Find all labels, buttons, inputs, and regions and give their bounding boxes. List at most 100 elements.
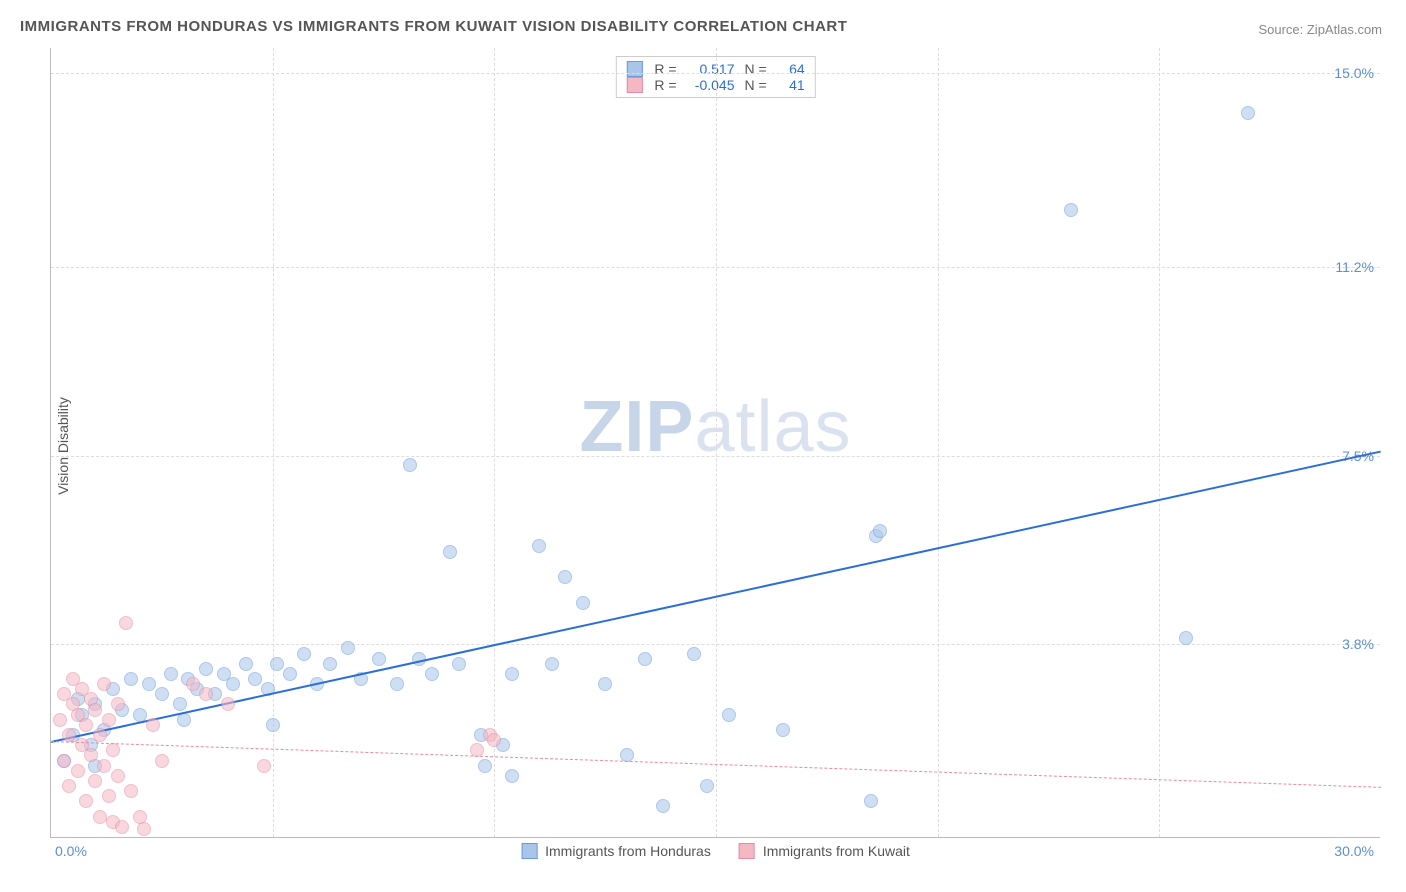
data-point <box>487 733 501 747</box>
n-value: 64 <box>777 61 805 77</box>
data-point <box>248 672 262 686</box>
data-point <box>119 616 133 630</box>
data-point <box>93 810 107 824</box>
data-point <box>102 713 116 727</box>
data-point <box>638 652 652 666</box>
data-point <box>173 697 187 711</box>
r-label: R = <box>654 61 676 77</box>
data-point <box>239 657 253 671</box>
data-point <box>257 759 271 773</box>
series-legend: Immigrants from Honduras Immigrants from … <box>521 843 910 859</box>
legend-item: Immigrants from Kuwait <box>739 843 910 859</box>
data-point <box>270 657 284 671</box>
data-point <box>62 728 76 742</box>
data-point <box>124 672 138 686</box>
data-point <box>425 667 439 681</box>
r-label: R = <box>654 77 676 93</box>
n-value: 41 <box>777 77 805 93</box>
data-point <box>1064 203 1078 217</box>
n-label: N = <box>745 61 767 77</box>
x-tick-max: 30.0% <box>1334 843 1374 859</box>
data-point <box>97 677 111 691</box>
data-point <box>443 545 457 559</box>
gridline-vertical <box>938 48 939 837</box>
legend-label: Immigrants from Kuwait <box>763 843 910 859</box>
data-point <box>93 728 107 742</box>
data-point <box>558 570 572 584</box>
gridline-vertical <box>1159 48 1160 837</box>
x-tick-min: 0.0% <box>55 843 87 859</box>
legend-label: Immigrants from Honduras <box>545 843 711 859</box>
data-point <box>106 743 120 757</box>
data-point <box>79 794 93 808</box>
data-point <box>598 677 612 691</box>
data-point <box>505 769 519 783</box>
data-point <box>53 713 67 727</box>
data-point <box>390 677 404 691</box>
data-point <box>283 667 297 681</box>
plot-area: ZIPatlas R =0.517N =64R =-0.045N =41 0.0… <box>50 48 1380 838</box>
data-point <box>776 723 790 737</box>
data-point <box>111 697 125 711</box>
data-point <box>221 697 235 711</box>
data-point <box>1179 631 1193 645</box>
data-point <box>478 759 492 773</box>
data-point <box>71 764 85 778</box>
data-point <box>864 794 878 808</box>
data-point <box>1241 106 1255 120</box>
data-point <box>102 789 116 803</box>
data-point <box>115 820 129 834</box>
data-point <box>142 677 156 691</box>
data-point <box>403 458 417 472</box>
chart-title: IMMIGRANTS FROM HONDURAS VS IMMIGRANTS F… <box>20 18 847 35</box>
data-point <box>146 718 160 732</box>
data-point <box>186 677 200 691</box>
legend-item: Immigrants from Honduras <box>521 843 711 859</box>
data-point <box>88 774 102 788</box>
data-point <box>873 524 887 538</box>
data-point <box>323 657 337 671</box>
watermark-atlas: atlas <box>694 387 851 467</box>
data-point <box>656 799 670 813</box>
data-point <box>62 779 76 793</box>
data-point <box>137 822 151 836</box>
data-point <box>111 769 125 783</box>
data-point <box>722 708 736 722</box>
data-point <box>124 784 138 798</box>
data-point <box>88 703 102 717</box>
data-point <box>155 754 169 768</box>
data-point <box>155 687 169 701</box>
y-tick-label: 3.8% <box>1342 636 1374 652</box>
data-point <box>97 759 111 773</box>
y-tick-label: 15.0% <box>1334 65 1374 81</box>
data-point <box>700 779 714 793</box>
r-value: 0.517 <box>687 61 735 77</box>
data-point <box>199 662 213 676</box>
data-point <box>297 647 311 661</box>
data-point <box>372 652 386 666</box>
r-value: -0.045 <box>687 77 735 93</box>
data-point <box>79 718 93 732</box>
data-point <box>505 667 519 681</box>
legend-swatch <box>626 77 642 93</box>
data-point <box>545 657 559 671</box>
legend-swatch <box>626 61 642 77</box>
data-point <box>452 657 466 671</box>
watermark-zip: ZIP <box>579 387 694 467</box>
data-point <box>687 647 701 661</box>
data-point <box>576 596 590 610</box>
data-point <box>57 754 71 768</box>
y-tick-label: 11.2% <box>1335 259 1374 275</box>
data-point <box>164 667 178 681</box>
data-point <box>84 748 98 762</box>
legend-swatch <box>521 843 537 859</box>
data-point <box>266 718 280 732</box>
data-point <box>532 539 546 553</box>
gridline-vertical <box>716 48 717 837</box>
data-point <box>226 677 240 691</box>
gridline-vertical <box>494 48 495 837</box>
data-point <box>199 687 213 701</box>
n-label: N = <box>745 77 767 93</box>
legend-swatch <box>739 843 755 859</box>
data-point <box>341 641 355 655</box>
